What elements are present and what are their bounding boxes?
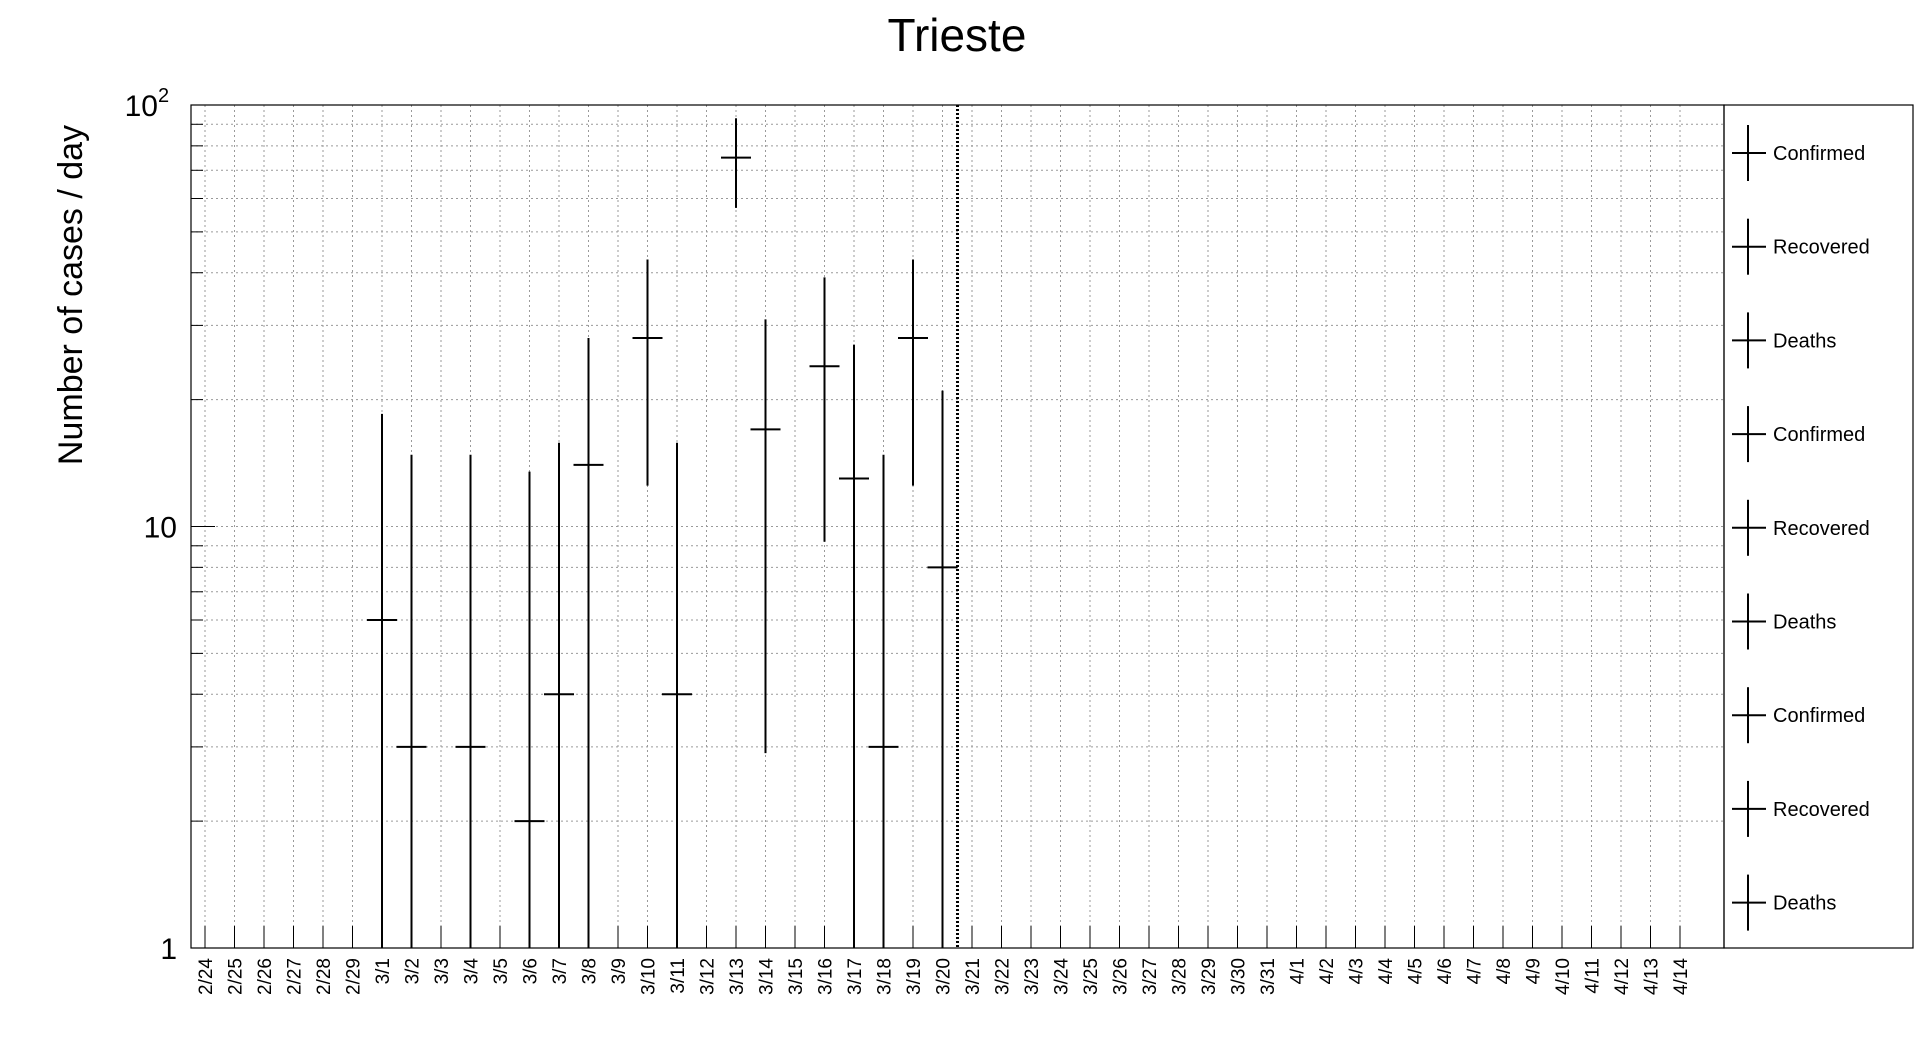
legend-label: Deaths	[1773, 893, 1836, 915]
legend-label: Confirmed	[1773, 143, 1865, 165]
x-tick-label: 4/2	[1317, 958, 1338, 984]
x-tick-label: 3/27	[1140, 958, 1161, 995]
x-tick-label: 3/1	[373, 958, 394, 984]
data-point	[544, 442, 574, 948]
x-tick-label: 3/29	[1199, 958, 1220, 995]
x-tick-label: 4/10	[1553, 958, 1574, 995]
x-tick-label: 2/29	[344, 958, 365, 995]
x-tick-label: 3/13	[727, 958, 748, 995]
x-tick-label: 3/6	[521, 958, 542, 984]
x-tick-label: 3/15	[786, 958, 807, 995]
x-tick-label: 4/13	[1642, 958, 1663, 995]
x-tick-label: 2/27	[285, 958, 306, 995]
data-point	[809, 277, 840, 542]
x-tick-label: 3/18	[875, 958, 896, 995]
legend-entry: Deaths	[1732, 312, 1836, 369]
x-tick-label: 3/4	[462, 958, 483, 985]
x-tick-label: 3/11	[668, 958, 689, 994]
x-tick-label: 4/14	[1671, 958, 1692, 995]
x-tick-label: 3/24	[1052, 958, 1073, 995]
legend-entry: Confirmed	[1732, 125, 1865, 181]
x-tick-label: 3/28	[1170, 958, 1191, 995]
legend-entry: Deaths	[1732, 874, 1836, 931]
data-point	[367, 413, 397, 948]
x-tick-label: 3/7	[550, 958, 571, 984]
data-point	[898, 259, 928, 486]
x-tick-label: 3/26	[1111, 958, 1132, 995]
x-tick-label: 3/17	[845, 958, 866, 995]
data-point	[721, 118, 751, 208]
x-tick-label: 3/31	[1258, 958, 1279, 995]
x-axis: 2/24 2/25 2/26 2/27 2/28 2/29 3/1 3/2 3/3 3/4 3/5 3…	[196, 926, 1692, 995]
y-tick-label-exponent: 2	[158, 85, 169, 107]
legend-label: Deaths	[1773, 330, 1836, 352]
legend-label: Recovered	[1773, 518, 1870, 540]
data-point	[573, 338, 604, 948]
legend-label: Confirmed	[1773, 705, 1865, 727]
x-tick-label: 4/8	[1494, 958, 1515, 984]
data-point	[455, 454, 486, 948]
legend-label: Deaths	[1773, 612, 1836, 634]
data-point	[632, 259, 663, 486]
legend-label: Recovered	[1773, 237, 1870, 259]
legend-entry: Confirmed	[1732, 687, 1865, 744]
x-tick-label: 3/21	[963, 958, 984, 995]
data-point	[662, 442, 692, 948]
x-tick-label: 3/9	[609, 958, 630, 984]
x-tick-label: 3/12	[698, 958, 719, 995]
legend-entry: Recovered	[1732, 499, 1870, 556]
x-tick-label: 2/26	[255, 958, 276, 995]
y-tick-label: 10	[125, 90, 158, 123]
x-tick-label: 4/12	[1612, 958, 1633, 995]
x-tick-label: 4/3	[1347, 958, 1368, 984]
x-tick-label: 3/8	[580, 958, 601, 984]
data-point	[868, 454, 899, 948]
x-tick-label: 3/25	[1081, 958, 1102, 995]
legend	[1723, 104, 1914, 949]
x-tick-label: 3/20	[934, 958, 955, 995]
x-tick-label: 3/22	[993, 958, 1014, 995]
x-tick-label: 2/25	[226, 958, 247, 995]
x-tick-label: 3/19	[904, 958, 925, 995]
data-point	[396, 454, 427, 948]
data-point	[514, 471, 545, 948]
y-tick-label: 10	[144, 512, 177, 545]
x-tick-label: 4/11	[1583, 958, 1604, 994]
x-tick-label: 4/9	[1524, 958, 1545, 984]
x-tick-label: 4/7	[1465, 958, 1486, 984]
legend-entry: Deaths	[1732, 593, 1836, 650]
legend-entries: Confirmed Recovered Deaths Confirmed Recover…	[1732, 125, 1870, 931]
data-point	[839, 344, 869, 948]
x-tick-label: 3/2	[403, 958, 424, 984]
x-tick-label: 3/16	[816, 958, 837, 995]
x-tick-label: 4/6	[1435, 958, 1456, 984]
legend-entry: Confirmed	[1732, 406, 1865, 463]
legend-entry: Recovered	[1732, 780, 1870, 837]
x-tick-label: 3/10	[639, 958, 660, 995]
y-tick-label: 1	[160, 933, 177, 966]
data-point	[927, 390, 958, 948]
y-axis-label: Number of cases / day	[52, 125, 90, 465]
x-tick-label: 2/24	[196, 958, 217, 995]
legend-entry: Recovered	[1732, 218, 1870, 275]
x-tick-label: 4/4	[1376, 958, 1397, 985]
chart-title: Trieste	[888, 9, 1027, 61]
x-tick-label: 3/3	[432, 958, 453, 984]
data-point	[750, 319, 781, 754]
data-points	[367, 118, 958, 948]
x-tick-label: 3/5	[491, 958, 512, 984]
legend-label: Recovered	[1773, 799, 1870, 821]
x-tick-label: 2/28	[314, 958, 335, 995]
x-tick-label: 3/23	[1022, 958, 1043, 995]
x-tick-label: 3/30	[1229, 958, 1250, 995]
legend-label: Confirmed	[1773, 424, 1865, 446]
x-tick-label: 4/5	[1406, 958, 1427, 984]
x-tick-label: 4/1	[1288, 958, 1309, 984]
x-tick-label: 3/14	[757, 958, 778, 995]
